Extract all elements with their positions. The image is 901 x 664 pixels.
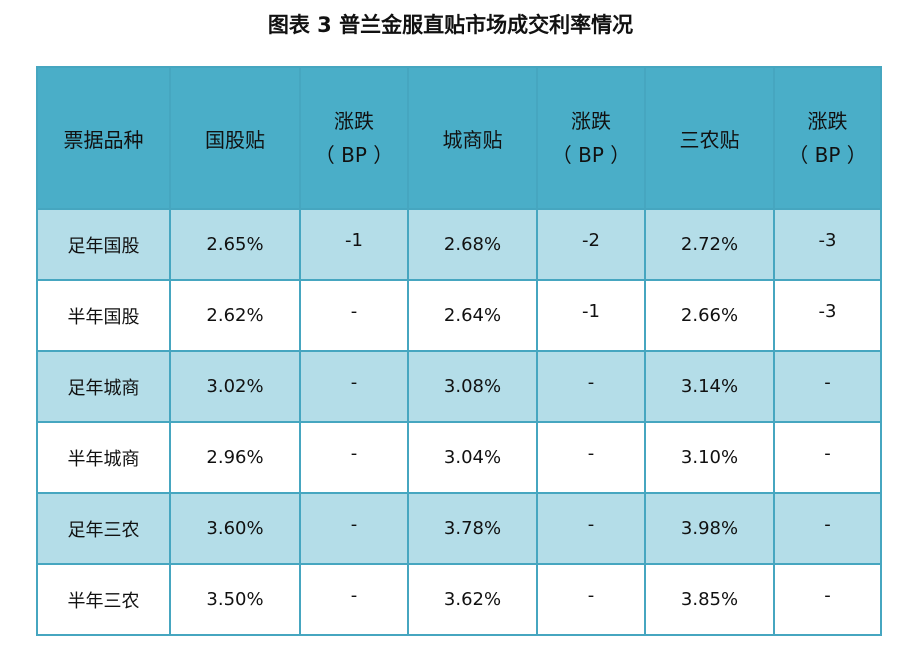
chengshang-change: - [536, 350, 646, 423]
guogu-change: - [299, 350, 409, 423]
chengshang-rate: 3.78% [407, 492, 538, 565]
row-name: 足年国股 [36, 208, 171, 281]
sannong-rate: 2.72% [644, 208, 775, 281]
guogu-rate: 2.65% [169, 208, 301, 281]
chengshang-change: - [536, 492, 646, 565]
guogu-rate: 2.96% [169, 421, 301, 494]
header-change-unit: （ BP ） [551, 143, 631, 167]
sannong-rate: 2.66% [644, 279, 775, 352]
guogu-rate: 3.50% [169, 563, 301, 636]
table-row: 半年城商 2.96% - 3.04% - 3.10% - [36, 421, 882, 494]
header-change-unit: （ BP ） [314, 143, 394, 167]
sannong-rate: 3.98% [644, 492, 775, 565]
chengshang-change: -2 [536, 208, 646, 281]
chengshang-change: - [536, 421, 646, 494]
chengshang-change: -1 [536, 279, 646, 352]
guogu-change: - [299, 492, 409, 565]
header-change-label: 涨跌 [571, 109, 611, 133]
chengshang-rate: 3.04% [407, 421, 538, 494]
chengshang-rate: 2.68% [407, 208, 538, 281]
table-row: 半年国股 2.62% - 2.64% -1 2.66% -3 [36, 279, 882, 352]
row-name: 足年城商 [36, 350, 171, 423]
row-name: 半年三农 [36, 563, 171, 636]
row-name: 半年城商 [36, 421, 171, 494]
sannong-rate: 3.85% [644, 563, 775, 636]
chengshang-rate: 3.62% [407, 563, 538, 636]
sannong-change: - [773, 350, 882, 423]
table-row: 半年三农 3.50% - 3.62% - 3.85% - [36, 563, 882, 636]
guogu-change: -1 [299, 208, 409, 281]
sannong-rate: 3.14% [644, 350, 775, 423]
guogu-rate: 3.60% [169, 492, 301, 565]
table-row: 足年城商 3.02% - 3.08% - 3.14% - [36, 350, 882, 423]
table-row: 足年国股 2.65% -1 2.68% -2 2.72% -3 [36, 208, 882, 281]
guogu-change: - [299, 421, 409, 494]
chengshang-change: - [536, 563, 646, 636]
guogu-change: - [299, 279, 409, 352]
table-row: 足年三农 3.60% - 3.78% - 3.98% - [36, 492, 882, 565]
sannong-change: - [773, 492, 882, 565]
sannong-rate: 3.10% [644, 421, 775, 494]
header-guogu-change: 涨跌 （ BP ） [299, 66, 409, 210]
header-change-label: 涨跌 [334, 109, 374, 133]
page-title: 图表 3 普兰金服直贴市场成交利率情况 [267, 13, 634, 37]
row-name: 半年国股 [36, 279, 171, 352]
row-name: 足年三农 [36, 492, 171, 565]
guogu-rate: 3.02% [169, 350, 301, 423]
header-guogu: 国股贴 [169, 66, 301, 210]
guogu-rate: 2.62% [169, 279, 301, 352]
header-sannong-change: 涨跌 （ BP ） [773, 66, 882, 210]
chengshang-rate: 3.08% [407, 350, 538, 423]
rate-table: 票据品种 国股贴 涨跌 （ BP ） 城商贴 涨跌 （ BP ） 三农贴 涨跌 … [36, 66, 882, 636]
guogu-change: - [299, 563, 409, 636]
sannong-change: -3 [773, 208, 882, 281]
sannong-change: -3 [773, 279, 882, 352]
sannong-change: - [773, 563, 882, 636]
table-header-row: 票据品种 国股贴 涨跌 （ BP ） 城商贴 涨跌 （ BP ） 三农贴 涨跌 … [36, 66, 882, 210]
chengshang-rate: 2.64% [407, 279, 538, 352]
header-change-unit: （ BP ） [788, 143, 867, 167]
sannong-change: - [773, 421, 882, 494]
header-type: 票据品种 [36, 66, 171, 210]
header-chengshang: 城商贴 [407, 66, 538, 210]
header-chengshang-change: 涨跌 （ BP ） [536, 66, 646, 210]
header-sannong: 三农贴 [644, 66, 775, 210]
header-change-label: 涨跌 [807, 109, 848, 133]
